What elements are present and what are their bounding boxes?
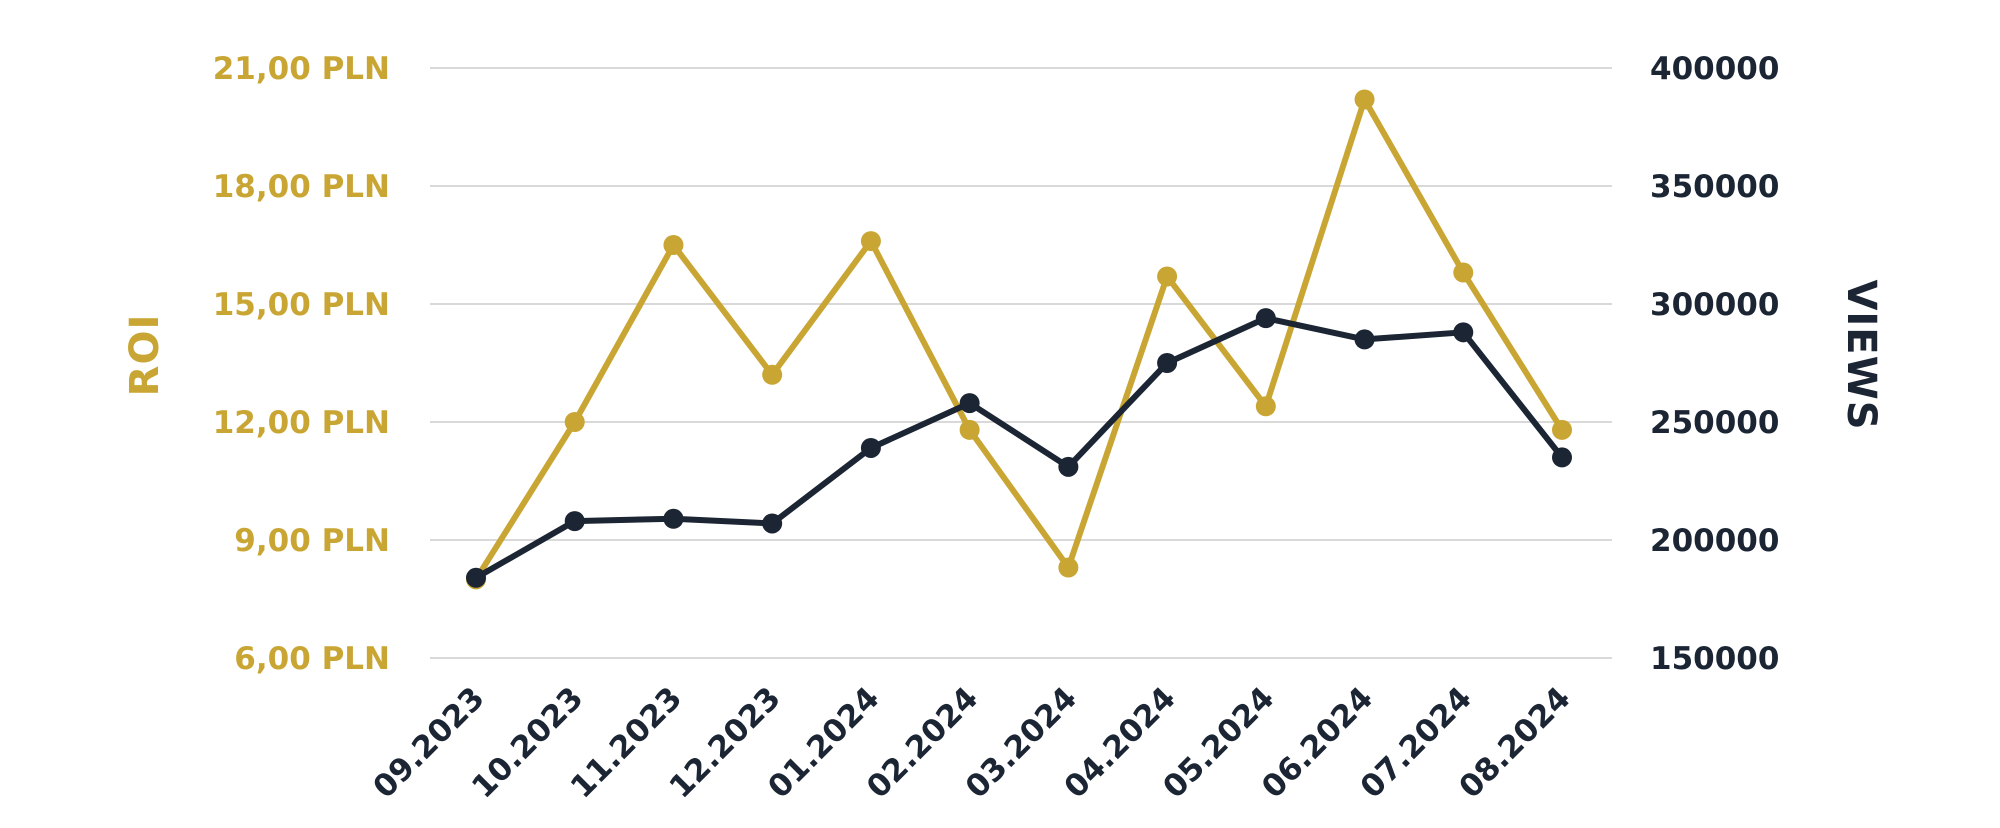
right-tick-label: 400000 [1650,51,1779,87]
data-point-right [1453,322,1474,343]
data-point-left [959,419,980,440]
data-point-left [1453,262,1474,283]
data-point-left [1255,396,1276,417]
grid-lines [430,67,1612,659]
data-point-right [1354,329,1375,350]
left-tick-label: 21,00 PLN [213,51,390,87]
data-point-right [1058,456,1079,477]
right-tick-label: 300000 [1650,287,1779,323]
data-point-right [663,508,684,529]
left-axis-ticks: 6,00 PLN 9,00 PLN 12,00 PLN 15,00 PLN 18,00 … [213,51,390,677]
right-tick-label: 250000 [1650,405,1779,441]
data-point-left [663,235,684,255]
right-tick-label: 350000 [1650,169,1779,205]
data-point-right [860,437,881,458]
x-axis-ticks: 09.202310.202311.202312.202301.202402.20… [366,680,1577,805]
left-axis-title: ROI [122,314,168,397]
data-point-left [1552,419,1572,440]
data-point-right [1157,353,1178,373]
data-point-left [1058,557,1079,578]
data-point-left [860,231,881,252]
left-tick-label: 9,00 PLN [234,523,390,559]
data-point-right [762,513,783,534]
data-point-left [762,364,783,385]
data-point-left [1157,266,1178,287]
right-tick-label: 200000 [1650,523,1779,559]
data-point-left [564,412,585,432]
data-point-right [1255,308,1276,329]
right-axis-ticks: 150000 200000 250000 300000 350000 400000 [1650,51,1779,677]
data-point-right [564,511,585,532]
data-point-right [959,393,980,414]
left-tick-label: 6,00 PLN [234,641,390,677]
data-point-right [1552,447,1572,468]
left-tick-label: 18,00 PLN [213,169,390,205]
left-tick-label: 12,00 PLN [213,405,390,441]
right-tick-label: 150000 [1650,641,1779,677]
right-axis-title: VIEWS [1838,279,1884,430]
series-line-left [473,96,1565,581]
series-group [466,89,1572,590]
data-point-right [466,567,486,588]
data-point-left [1354,89,1375,110]
series-line-right [474,315,1565,581]
left-tick-label: 15,00 PLN [213,287,390,323]
